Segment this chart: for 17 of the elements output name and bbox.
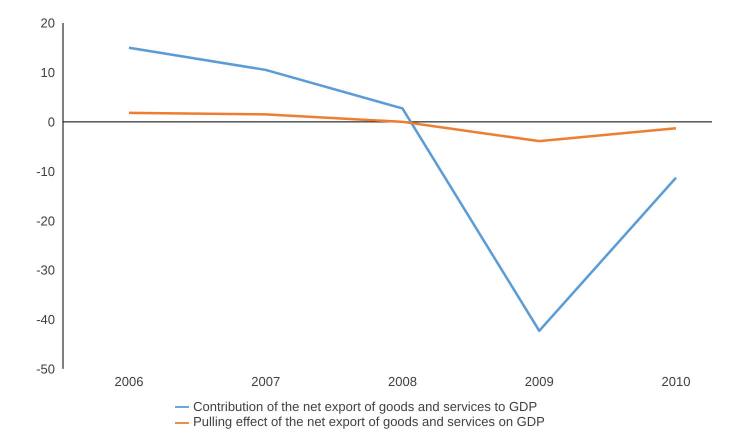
y-tick-label: 20 <box>40 16 55 31</box>
y-tick-label: -50 <box>36 361 55 376</box>
y-tick-label: -30 <box>36 262 55 278</box>
y-tick-label: 10 <box>40 65 55 80</box>
x-tick-label: 2009 <box>524 374 554 390</box>
y-tick-label: -40 <box>36 312 55 328</box>
y-tick-label: -20 <box>36 213 55 228</box>
line-series <box>128 112 678 142</box>
x-tick-label: 2006 <box>114 374 144 390</box>
y-tick-label: 0 <box>48 114 55 130</box>
line-series <box>128 46 678 332</box>
x-tick-label: 2007 <box>251 374 280 390</box>
y-tick-label: -10 <box>36 164 55 179</box>
legend-label: Pulling effect of the net export of goods and services on GDP <box>193 414 545 430</box>
x-tick-label: 2010 <box>662 374 690 390</box>
x-tick-label: 2008 <box>388 374 417 390</box>
legend-label: Contribution of the net export of goods and services to GDP <box>193 398 538 414</box>
